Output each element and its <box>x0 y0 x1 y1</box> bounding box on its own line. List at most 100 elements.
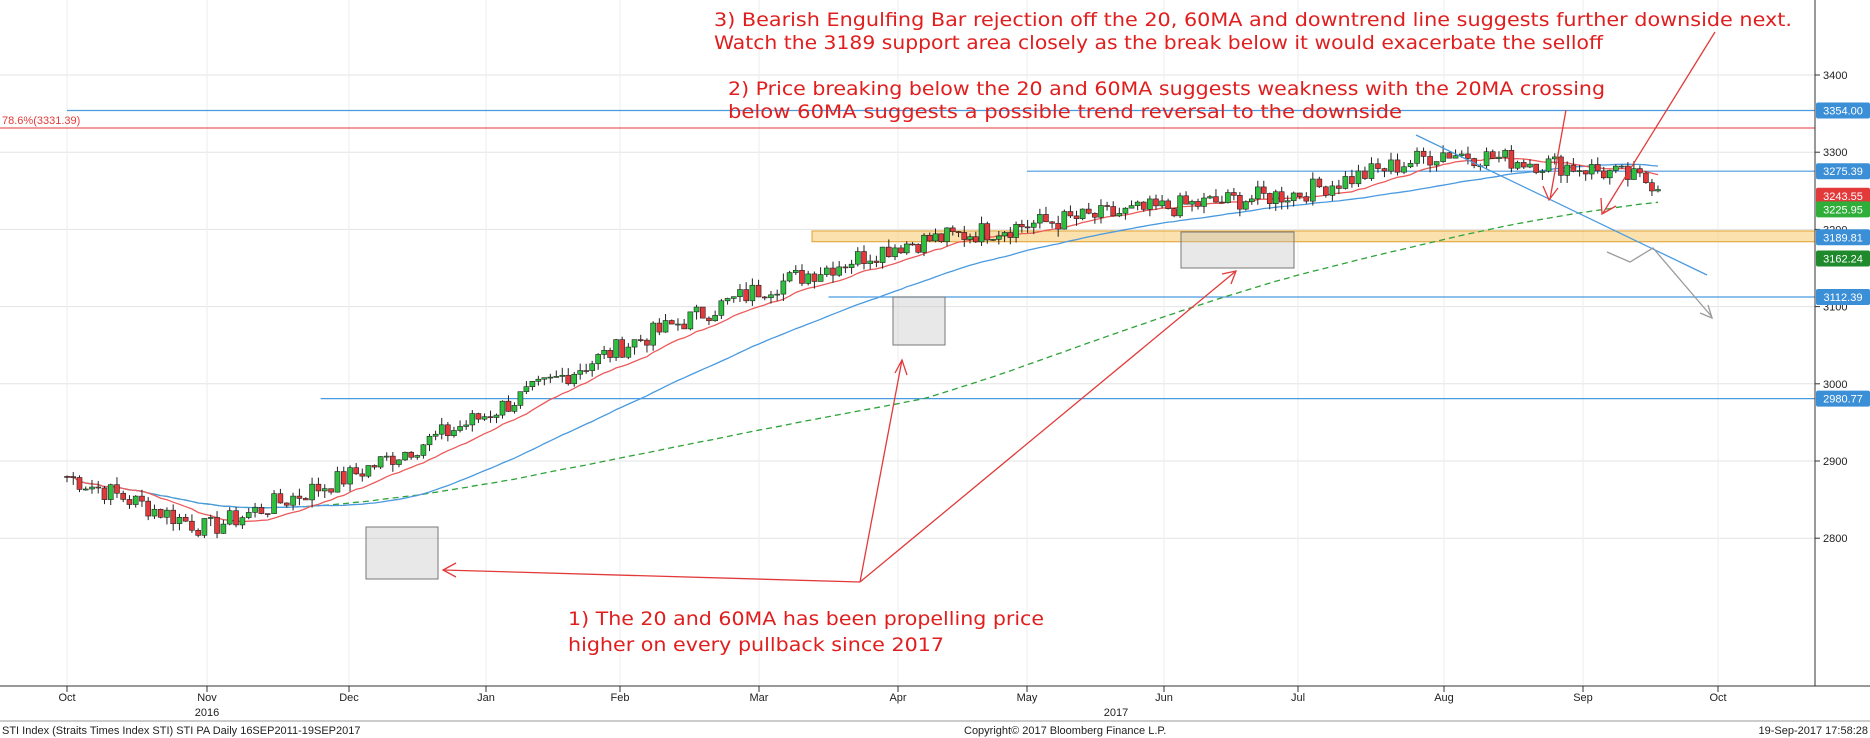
candle <box>595 353 601 370</box>
arrow-1b-head <box>894 358 908 376</box>
candle <box>315 477 322 497</box>
candle <box>619 336 625 358</box>
candle <box>451 426 457 438</box>
candle <box>347 465 353 492</box>
instrument-line: STI Index (Straits Times Index STI) STI … <box>2 725 360 737</box>
arrow-1a-head <box>441 562 457 578</box>
candle <box>915 243 922 254</box>
candle <box>189 514 195 533</box>
candle <box>1600 166 1607 180</box>
arrow-2-head <box>1542 185 1559 202</box>
candle <box>1061 209 1068 230</box>
candle <box>1134 200 1141 211</box>
horizontal-levels <box>67 109 1815 400</box>
candle <box>944 227 950 247</box>
candle <box>1116 207 1123 218</box>
candle <box>396 459 402 468</box>
candle <box>1655 185 1661 193</box>
candle <box>967 233 973 244</box>
candle <box>1496 151 1502 163</box>
candle <box>107 483 114 506</box>
candle <box>955 231 962 238</box>
candle <box>1278 186 1285 210</box>
candle <box>1407 159 1414 169</box>
candle <box>264 513 271 518</box>
candle <box>1122 207 1129 220</box>
candle <box>1272 189 1279 211</box>
candle <box>873 255 880 268</box>
candle <box>565 368 572 386</box>
candle <box>961 225 968 247</box>
x-axis-ticks: Oct Nov Dec Jan Feb Mar Apr May Jun Jul Aug Sep Oct 2… <box>58 686 1727 719</box>
candle <box>811 271 818 289</box>
plot-area <box>0 0 1815 686</box>
candle <box>214 511 220 539</box>
candle <box>848 259 855 274</box>
candle <box>1255 180 1261 205</box>
candle <box>296 488 303 506</box>
price-label: 2980.77 <box>1816 390 1870 407</box>
candle <box>1303 192 1310 204</box>
candle <box>1296 192 1303 200</box>
candle <box>687 311 694 331</box>
candle <box>817 267 824 282</box>
candle <box>195 528 201 538</box>
candle <box>535 375 542 386</box>
x-tick-label: Apr <box>889 692 906 704</box>
candle <box>867 254 874 270</box>
candle <box>487 410 494 423</box>
candle <box>1225 189 1231 204</box>
candle <box>1098 199 1104 224</box>
candle <box>1159 195 1165 209</box>
price-label: 3243.55 <box>1816 187 1870 204</box>
candle <box>328 488 334 495</box>
candle <box>1085 202 1092 215</box>
candle <box>601 345 607 360</box>
candle <box>1219 195 1225 204</box>
candle <box>1177 192 1183 218</box>
candle <box>1375 158 1381 173</box>
y-tick-label: 2800 <box>1823 533 1847 545</box>
candle <box>245 508 252 520</box>
candle <box>1290 191 1297 207</box>
candle <box>1564 161 1570 183</box>
svg-text:3189.81: 3189.81 <box>1823 232 1863 244</box>
candle <box>699 306 706 319</box>
candle <box>1249 194 1255 205</box>
x-tick-label: Aug <box>1434 692 1454 704</box>
pullback-box-apr <box>892 296 946 346</box>
candle <box>938 233 945 243</box>
candle <box>1520 159 1527 170</box>
candle <box>383 452 390 461</box>
candle <box>984 221 991 244</box>
candle <box>1104 201 1110 211</box>
candle <box>151 504 158 520</box>
candle <box>990 238 996 241</box>
candle <box>1260 180 1267 199</box>
candle <box>523 381 530 395</box>
candle <box>755 279 762 298</box>
candle <box>774 289 780 301</box>
candle <box>583 363 589 374</box>
candle <box>1007 226 1014 245</box>
candle <box>1213 189 1219 203</box>
candle <box>1037 208 1043 229</box>
candle <box>76 475 83 493</box>
candle <box>559 367 566 383</box>
candle <box>1401 161 1407 175</box>
candle <box>1323 185 1329 198</box>
x-year-label: 2016 <box>195 707 219 719</box>
candle <box>909 242 916 246</box>
candle <box>1489 149 1496 159</box>
candle <box>1545 155 1552 173</box>
arrow-3-head <box>1600 197 1617 216</box>
candle <box>972 231 979 244</box>
candle <box>1427 150 1433 173</box>
candle <box>1067 205 1074 219</box>
candle <box>879 246 886 269</box>
y-tick-label: 2900 <box>1823 456 1847 468</box>
x-tick-label: Sep <box>1573 692 1593 704</box>
candle <box>408 451 414 460</box>
candle <box>1465 146 1471 165</box>
